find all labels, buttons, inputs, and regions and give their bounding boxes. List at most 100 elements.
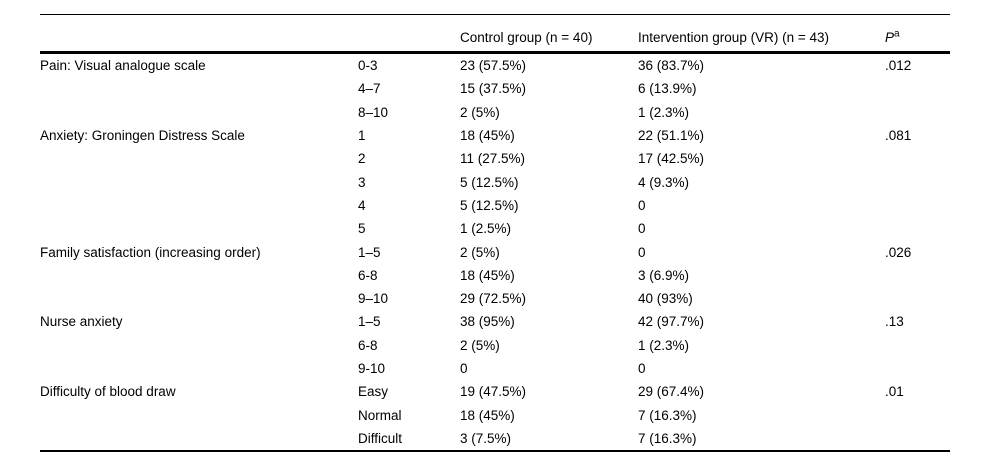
category-cell: 9-10: [358, 361, 386, 376]
category-cell: 1: [358, 128, 366, 144]
control-cell: 18 (45%): [460, 267, 515, 283]
category-cell: Easy: [358, 384, 389, 400]
category-cell: 2: [358, 151, 366, 167]
measure-cell: [40, 77, 358, 100]
table-body: Pain: Visual analogue scale 0-3 23 (57.5%)…: [40, 53, 950, 453]
control-cell: 2 (5%): [460, 337, 500, 353]
intervention-cell: 3 (6.9%): [638, 267, 690, 283]
p-value-cell: [885, 170, 950, 193]
category-cell: 5: [358, 221, 366, 237]
p-value-cell: [885, 101, 950, 124]
intervention-cell: 0: [638, 244, 646, 260]
header-measure: [40, 14, 358, 54]
intervention-cell: 0: [638, 221, 646, 237]
control-cell: 18 (45%): [460, 128, 515, 144]
category-cell: 3: [358, 174, 366, 190]
control-cell: 23 (57.5%): [460, 58, 527, 74]
category-cell: 1–5: [358, 244, 381, 260]
control-cell: 0: [460, 361, 468, 376]
p-value-cell: .012: [885, 58, 912, 74]
header-intervention-group: Intervention group (VR) (n = 43): [638, 14, 885, 54]
measure-cell: Pain: Visual analogue scale: [40, 58, 206, 74]
intervention-cell: 17 (42.5%): [638, 151, 705, 167]
measure-cell: [40, 264, 358, 287]
category-cell: 4–7: [358, 81, 381, 97]
measure-cell: [40, 194, 358, 217]
table-row: 4–7 15 (37.5%) 6 (13.9%): [40, 77, 950, 100]
control-cell: 2 (5%): [460, 104, 500, 120]
control-cell: 2 (5%): [460, 244, 500, 260]
intervention-cell: 0: [638, 197, 646, 213]
control-cell: 11 (27.5%): [460, 151, 526, 167]
p-value-cell: .026: [885, 244, 912, 260]
category-cell: 8–10: [358, 104, 389, 120]
header-category: [358, 14, 460, 54]
intervention-cell: 29 (67.4%): [638, 384, 705, 400]
table-row: 2 11 (27.5%) 17 (42.5%): [40, 147, 950, 170]
intervention-cell: 7 (16.3%): [638, 426, 885, 453]
table-header: Control group (n = 40) Intervention grou…: [40, 14, 950, 54]
measure-cell: [40, 217, 358, 240]
intervention-cell: 40 (93%): [638, 291, 693, 307]
table-row: 9-10 0 0: [40, 357, 950, 380]
table-row: 6-8 2 (5%) 1 (2.3%): [40, 334, 950, 357]
measure-cell: [40, 357, 358, 380]
measure-cell: Anxiety: Groningen Distress Scale: [40, 128, 245, 144]
intervention-cell: 1 (2.3%): [638, 337, 690, 353]
results-table-container: Control group (n = 40) Intervention grou…: [40, 14, 950, 453]
p-value-cell: [885, 264, 950, 287]
table-row: 9–10 29 (72.5%) 40 (93%): [40, 287, 950, 310]
intervention-cell: 6 (13.9%): [638, 81, 697, 97]
control-cell: 19 (47.5%): [460, 384, 527, 400]
p-value-cell: [885, 77, 950, 100]
measure-cell: [40, 170, 358, 193]
measure-cell: Difficulty of blood draw: [40, 384, 176, 400]
category-cell: 6-8: [358, 337, 378, 353]
category-cell: 6-8: [358, 267, 378, 283]
category-cell: 1–5: [358, 314, 381, 330]
table-row: 8–10 2 (5%) 1 (2.3%): [40, 101, 950, 124]
p-value-cell: [885, 357, 950, 380]
measure-cell: [40, 147, 358, 170]
control-cell: 18 (45%): [460, 407, 515, 423]
control-cell: 15 (37.5%): [460, 81, 527, 97]
table-row: 3 5 (12.5%) 4 (9.3%): [40, 170, 950, 193]
header-control-group: Control group (n = 40): [460, 14, 638, 54]
p-value-cell: [885, 217, 950, 240]
p-value-cell: [885, 426, 950, 453]
p-value-cell: [885, 403, 950, 426]
intervention-cell: 22 (51.1%): [638, 128, 705, 144]
table-row: 6-8 18 (45%) 3 (6.9%): [40, 264, 950, 287]
intervention-cell: 0: [638, 361, 646, 376]
table-row: Anxiety: Groningen Distress Scale 1 18 (45…: [40, 124, 950, 147]
control-cell: 5 (12.5%): [460, 174, 519, 190]
measure-cell: Nurse anxiety: [40, 314, 123, 330]
measure-cell: [40, 403, 358, 426]
intervention-cell: 4 (9.3%): [638, 174, 690, 190]
header-row: Control group (n = 40) Intervention grou…: [40, 14, 950, 54]
intervention-cell: 7 (16.3%): [638, 407, 697, 423]
table-row: Nurse anxiety 1–5 38 (95%) 42 (97.7%) .13: [40, 310, 950, 333]
measure-cell: [40, 287, 358, 310]
category-cell: Difficult: [358, 426, 460, 453]
control-cell: 29 (72.5%): [460, 291, 527, 307]
table-row: Family satisfaction (increasing order) 1–…: [40, 240, 950, 263]
p-value-cell: .13: [885, 314, 904, 330]
p-value-cell: [885, 147, 950, 170]
control-cell: 1 (2.5%): [460, 221, 512, 237]
header-p-value: Pa: [885, 14, 950, 54]
p-value-cell: [885, 287, 950, 310]
measure-cell: [40, 101, 358, 124]
p-label: P: [885, 30, 895, 45]
measure-cell: [40, 426, 358, 453]
category-cell: 9–10: [358, 291, 389, 307]
p-value-cell: .081: [885, 128, 912, 144]
category-cell: 4: [358, 197, 366, 213]
category-cell: 0-3: [358, 58, 378, 74]
intervention-cell: 1 (2.3%): [638, 104, 690, 120]
table-row: 5 1 (2.5%) 0: [40, 217, 950, 240]
table-row: Normal 18 (45%) 7 (16.3%): [40, 403, 950, 426]
control-cell: 5 (12.5%): [460, 197, 519, 213]
p-value-cell: .01: [885, 384, 904, 400]
intervention-cell: 42 (97.7%): [638, 314, 705, 330]
